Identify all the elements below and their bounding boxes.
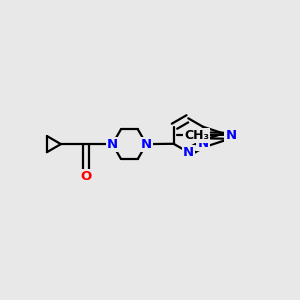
Text: N: N [107, 138, 118, 151]
Text: N: N [197, 137, 208, 150]
Text: N: N [141, 138, 152, 151]
Text: N: N [183, 146, 194, 159]
Text: N: N [225, 129, 237, 142]
Text: O: O [80, 170, 92, 183]
Text: CH₃: CH₃ [184, 129, 209, 142]
